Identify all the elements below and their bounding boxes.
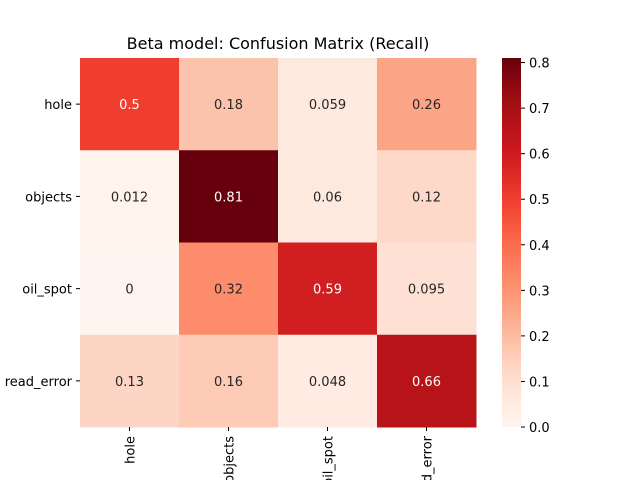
colorbar-tick-label: 0.0 [529,421,550,436]
colorbar-tick-label: 0.3 [529,284,550,299]
cell-value-label: 0.012 [111,190,148,205]
colorbar-tick-label: 0.4 [529,239,550,254]
heatmap-cell [377,242,477,336]
heatmap-cell [179,334,279,428]
heatmap-cell [80,334,180,428]
y-tick-label: objects [25,190,72,205]
x-tick-label: hole [124,436,139,464]
cell-value-label: 0.26 [412,98,441,113]
x-tick-label: read_error [421,435,436,480]
heatmap-cell [278,150,378,243]
chart-title: Beta model: Confusion Matrix (Recall) [127,34,430,53]
cell-value-label: 0.12 [412,190,441,205]
colorbar: 0.0 0.1 0.2 0.3 0.4 0.5 0.6 0.7 0.8 [502,57,550,436]
cell-value-label: 0.06 [313,190,342,205]
heatmap-cell [377,334,477,428]
colorbar-tick-label: 0.5 [529,193,550,208]
colorbar-tick-label: 0.1 [529,375,550,390]
heatmap-cell [80,58,180,151]
cell-value-label: 0.13 [115,375,144,390]
cell-value-label: 0.048 [309,375,346,390]
colorbar-tick-label: 0.8 [529,57,550,72]
heatmap-cell [80,242,180,336]
heatmap-cell [179,242,279,336]
cell-value-label: 0.059 [309,98,346,113]
y-tick-label: hole [44,98,72,113]
heatmap: 0.5 0.18 0.059 0.26 0.012 0.81 0.06 0.12 0 0.32 0.… [80,58,477,428]
cell-value-label: 0.18 [214,98,243,113]
colorbar-tick-label: 0.7 [529,102,550,117]
row-labels: hole objects oil_spot read_error [5,98,80,390]
x-tick-label: oil_spot [322,436,337,480]
heatmap-cell [278,242,378,336]
colorbar-tick-label: 0.2 [529,330,550,345]
colorbar-tick-label: 0.6 [529,148,550,163]
cell-value-label: 0.32 [214,283,243,298]
x-tick-label: objects [223,436,238,480]
heatmap-cell [278,334,378,428]
col-labels: hole objects oil_spot read_error [124,427,436,480]
heatmap-cell [377,58,477,151]
y-tick-label: read_error [5,375,73,390]
cell-value-label: 0.5 [119,98,140,113]
cell-value-label: 0.66 [412,375,441,390]
cell-value-label: 0 [125,283,133,298]
heatmap-cell [179,150,279,243]
cell-value-label: 0.095 [408,283,445,298]
heatmap-cell [179,58,279,151]
cell-value-label: 0.59 [313,283,342,298]
heatmap-cell [377,150,477,243]
heatmap-cell [80,150,180,243]
y-tick-label: oil_spot [22,283,72,298]
colorbar-gradient [502,58,521,427]
heatmap-cell [278,58,378,151]
cell-value-label: 0.81 [214,190,243,205]
cell-value-label: 0.16 [214,375,243,390]
